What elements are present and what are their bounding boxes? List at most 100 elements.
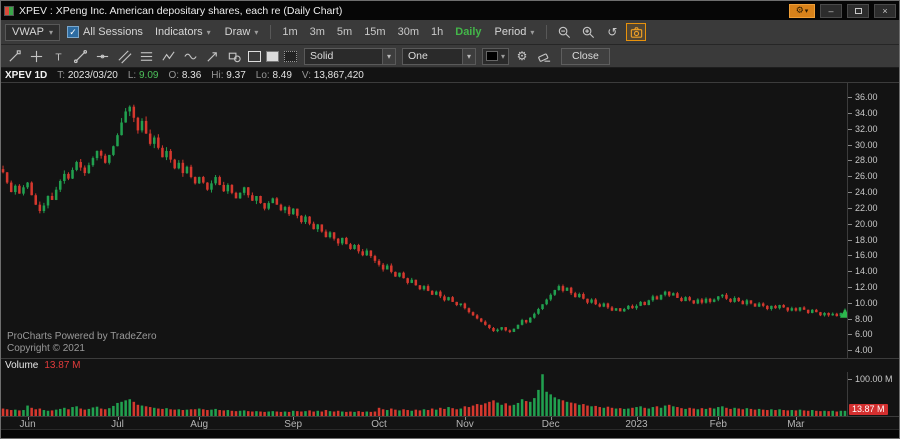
all-sessions-checkbox[interactable]: ✓ — [67, 26, 80, 38]
shapes-tool-button[interactable] — [225, 48, 244, 65]
last-volume-badge: 13.87 M — [849, 404, 888, 415]
info-field-time: T: 2023/03/20 — [57, 69, 118, 81]
wave-tool-button[interactable] — [181, 48, 200, 65]
price-tick — [848, 192, 852, 194]
snapshot-button[interactable] — [626, 23, 647, 41]
time-axis-tick — [379, 417, 380, 420]
text-tool-button[interactable]: T — [49, 48, 68, 65]
zoom-out-button[interactable] — [554, 23, 574, 41]
eraser-tool-button[interactable] — [535, 48, 554, 65]
crosshair-tool-button[interactable] — [27, 48, 46, 65]
price-tick-label: 28.00 — [855, 155, 878, 166]
drawing-toolbar: T Solid ▾ O — [1, 45, 899, 68]
line-width-select[interactable]: One ▾ — [402, 47, 476, 65]
color-swatch-empty[interactable] — [248, 50, 261, 62]
price-tick — [848, 176, 852, 178]
line-style-select[interactable]: Solid ▾ — [304, 47, 396, 65]
time-axis-tick — [718, 417, 720, 420]
zigzag-tool-button[interactable] — [159, 48, 178, 65]
color-swatch-pattern[interactable] — [284, 50, 297, 62]
volume-axis[interactable]: 13.87 M 100.00 M — [847, 372, 899, 416]
indicators-label: Indicators — [154, 26, 203, 38]
volume-bars[interactable] — [1, 372, 847, 416]
chart-info-bar: XPEV 1D T: 2023/03/20 L: 9.09 O: 8.36 Hi… — [1, 68, 899, 83]
time-axis-label: Nov — [455, 419, 474, 430]
time-axis[interactable]: Jun Jul Aug Sep Oct Nov Dec 2023 Feb Mar — [1, 416, 899, 430]
price-tick-label: 26.00 — [855, 171, 878, 182]
info-field-low: Lo: 8.49 — [255, 69, 292, 81]
price-tick — [848, 128, 852, 130]
chevron-down-icon: ▾ — [206, 27, 211, 37]
indicators-menu-button[interactable]: Indicators ▾ — [150, 25, 216, 39]
chevron-down-icon: ▾ — [530, 27, 535, 37]
volume-value: 13.87 M — [44, 360, 81, 371]
text-tool-icon: T — [55, 52, 62, 63]
minimize-button[interactable]: – — [820, 3, 842, 18]
close-icon: × — [882, 5, 888, 16]
price-tick — [848, 350, 852, 352]
price-tick — [848, 318, 852, 320]
timeframe-daily[interactable]: Daily — [455, 26, 482, 38]
trendline-tool-button[interactable] — [71, 48, 90, 65]
parallel-channel-tool-button[interactable] — [115, 48, 134, 65]
zoom-in-button[interactable] — [578, 23, 598, 41]
draw-settings-button[interactable]: ⚙ — [512, 47, 532, 65]
color-swatch-filled[interactable] — [266, 50, 279, 62]
arrow-tool-button[interactable] — [203, 48, 222, 65]
maximize-button[interactable] — [847, 3, 869, 18]
fibonacci-tool-button[interactable] — [137, 48, 156, 65]
volume-chart[interactable] — [1, 372, 847, 416]
time-axis-label: Oct — [371, 419, 387, 430]
timeframe-3m[interactable]: 3m — [309, 26, 325, 38]
price-tick-label: 34.00 — [855, 108, 878, 118]
close-window-button[interactable]: × — [874, 3, 896, 18]
chevron-down-icon: ▾ — [462, 48, 475, 64]
chevron-down-icon: ▾ — [382, 48, 395, 64]
horizontal-line-tool-button[interactable] — [93, 48, 112, 65]
timeframe-15m[interactable]: 15m — [364, 26, 386, 38]
timeframe-30m[interactable]: 30m — [397, 26, 419, 38]
price-tick-label: 20.00 — [855, 218, 878, 229]
maximize-icon — [854, 7, 862, 14]
time-axis-tick — [550, 417, 552, 420]
titlebar[interactable]: XPEV : XPeng Inc. American depositary sh… — [1, 1, 899, 20]
timeframe-1h[interactable]: 1h — [431, 26, 444, 38]
period-menu-button[interactable]: Period ▾ — [490, 25, 540, 39]
close-draw-toolbar-button[interactable]: Close — [561, 47, 610, 65]
toolbar-separator — [270, 25, 272, 39]
arrow-icon — [207, 51, 217, 62]
zoom-out-icon — [558, 26, 570, 38]
pencil-tool-button[interactable] — [5, 48, 24, 65]
minimize-icon: – — [828, 5, 834, 16]
time-axis-label: Aug — [190, 419, 209, 430]
price-tick — [848, 144, 852, 146]
horizontal-scrollbar[interactable] — [1, 429, 899, 438]
line-color-picker[interactable]: ▾ — [482, 47, 510, 65]
shapes-icon — [228, 52, 241, 62]
draw-menu-button[interactable]: Draw ▾ — [220, 25, 264, 39]
symbol-timeframe-label: XPEV 1D — [5, 69, 48, 81]
price-tick-label: 30.00 — [855, 139, 878, 150]
price-chart[interactable]: ProCharts Powered by TradeZero Copyright… — [1, 83, 847, 358]
timeframe-1m[interactable]: 1m — [282, 26, 298, 38]
last-bar-marker — [840, 308, 847, 318]
timeframe-5m[interactable]: 5m — [336, 26, 353, 38]
chevron-down-icon: ▾ — [49, 27, 54, 37]
gear-icon: ⚙ — [795, 5, 804, 15]
price-tick-label: 8.00 — [855, 313, 873, 324]
price-axis[interactable]: 36.00 34.00 32.00 30.00 28.00 26.00 24.00 22.00… — [847, 83, 899, 358]
reset-zoom-button[interactable]: ↺ — [602, 23, 622, 41]
volume-label: Volume — [5, 360, 39, 371]
volume-pane: Volume 13.87 M 13.87 M 100.00 M — [1, 358, 899, 416]
price-tick — [848, 223, 852, 225]
line-width-value: One — [408, 50, 428, 62]
price-tick — [848, 255, 852, 257]
parallel-channel-icon — [118, 49, 132, 63]
eraser-icon — [538, 53, 551, 62]
candlestick-chart[interactable] — [1, 83, 847, 358]
reset-icon: ↺ — [607, 25, 618, 39]
pencil-icon — [9, 49, 21, 62]
chart-settings-button[interactable]: ⚙ ▾ — [789, 3, 815, 18]
price-tick-label: 4.00 — [855, 345, 873, 356]
vwap-dropdown[interactable]: VWAP ▾ — [5, 23, 61, 41]
